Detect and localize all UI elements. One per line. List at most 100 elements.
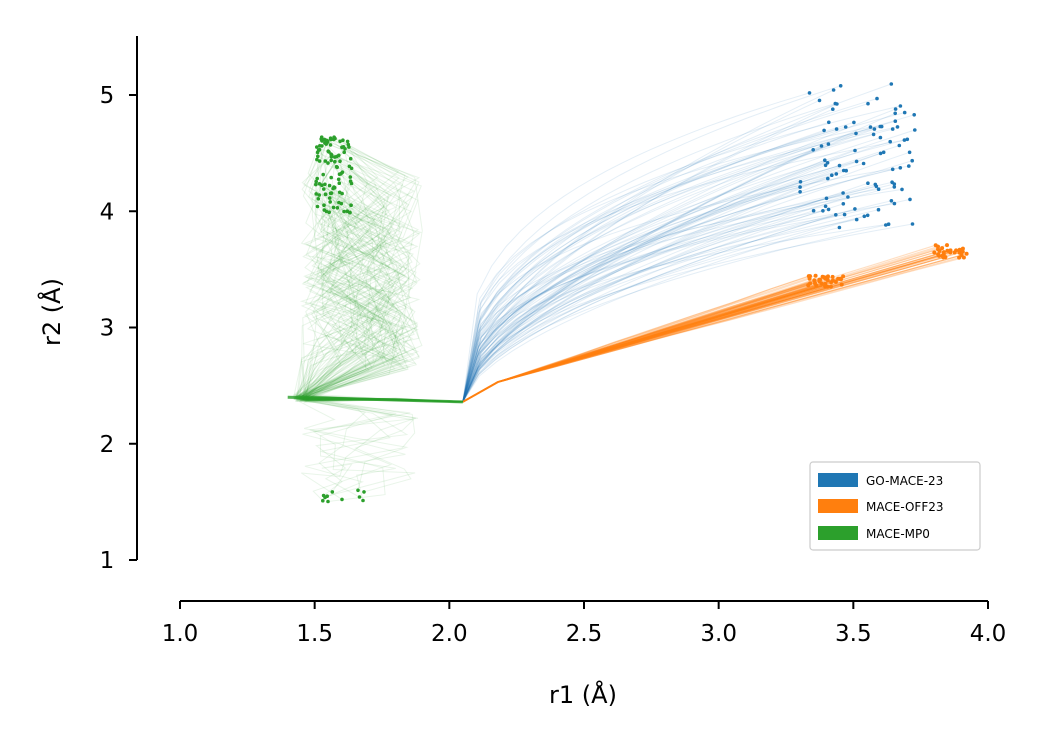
endpoint-mace-mp0 — [329, 137, 333, 142]
endpoint-mace-mp0 — [316, 197, 321, 201]
endpoint-mace-off23 — [825, 284, 830, 289]
endpoint-mace-mp0 — [341, 138, 345, 142]
endpoint-go-mace-23 — [874, 184, 879, 189]
endpoint-mace-mp0 — [314, 179, 319, 184]
trajectory-go-mace-23 — [462, 99, 820, 403]
endpoint-mace-mp0 — [348, 179, 353, 183]
trajectory-go-mace-23 — [462, 210, 814, 403]
endpoint-mace-mp0 — [327, 183, 332, 188]
trajectory-go-mace-23 — [462, 103, 836, 402]
endpoint-go-mace-23 — [831, 88, 836, 92]
trajectory-go-mace-23 — [462, 165, 840, 403]
endpoint-mace-mp0 — [318, 144, 322, 148]
endpoint-go-mace-23 — [893, 119, 898, 123]
trajectory-go-mace-23 — [462, 105, 901, 402]
trajectory-go-mace-23 — [462, 103, 869, 403]
endpoint-go-mace-23 — [827, 120, 831, 125]
endpoint-mace-off23 — [960, 249, 965, 254]
endpoint-mace-mp0 — [323, 159, 328, 163]
trajectory-go-mace-23 — [462, 126, 898, 402]
endpoint-mace-off23 — [959, 253, 964, 258]
endpoint-go-mace-23 — [878, 124, 882, 129]
endpoint-mace-mp0 — [357, 495, 362, 499]
endpoint-mace-mp0 — [315, 157, 319, 162]
trajectory-go-mace-23 — [462, 128, 875, 403]
y-tick-label: 2 — [100, 432, 115, 458]
y-tick-label: 5 — [100, 83, 115, 109]
endpoint-go-mace-23 — [905, 137, 910, 142]
trajectory-go-mace-23 — [462, 188, 879, 403]
endpoint-go-mace-23 — [811, 208, 816, 213]
endpoint-go-mace-23 — [853, 207, 857, 211]
endpoint-go-mace-23 — [866, 181, 870, 185]
legend-label-go-mace-23: GO-MACE-23 — [866, 474, 943, 488]
trajectory-go-mace-23 — [462, 138, 908, 403]
endpoint-go-mace-23 — [897, 143, 902, 148]
trajectory-go-mace-23 — [462, 183, 895, 403]
endpoint-mace-mp0 — [338, 159, 342, 163]
trajectory-go-mace-23 — [462, 98, 878, 403]
trajectory-go-mace-23 — [462, 160, 913, 403]
endpoint-go-mace-23 — [826, 142, 831, 146]
endpoint-mace-mp0 — [317, 147, 322, 152]
legend-swatch-go-mace-23 — [818, 473, 858, 487]
endpoint-mace-mp0 — [334, 154, 339, 159]
trajectory-go-mace-23 — [462, 143, 829, 403]
endpoint-go-mace-23 — [834, 213, 838, 217]
trajectory-go-mace-23 — [462, 178, 828, 403]
endpoint-go-mace-23 — [898, 104, 903, 108]
trajectory-go-mace-23 — [462, 223, 889, 403]
endpoint-go-mace-23 — [907, 164, 911, 168]
endpoint-mace-mp0 — [326, 499, 330, 504]
axes: 1.0 1.5 2.0 2.5 3.0 3.5 4.0 1 2 3 4 5 — [100, 36, 1006, 647]
trajectory-go-mace-23 — [462, 162, 828, 403]
endpoint-go-mace-23 — [854, 217, 859, 222]
endpoint-mace-mp0 — [333, 159, 337, 164]
endpoint-mace-mp0 — [322, 187, 326, 191]
endpoint-mace-mp0 — [321, 172, 326, 177]
endpoint-go-mace-23 — [837, 163, 842, 168]
trajectory-go-mace-23 — [462, 170, 847, 403]
endpoint-go-mace-23 — [866, 101, 870, 106]
endpoint-go-mace-23 — [826, 176, 830, 181]
trajectory-go-mace-23 — [462, 163, 864, 403]
endpoint-mace-mp0 — [335, 206, 340, 210]
endpoint-mace-mp0 — [320, 183, 324, 187]
trajectory-go-mace-23 — [462, 120, 896, 403]
endpoint-go-mace-23 — [821, 209, 825, 213]
trajectory-go-mace-23 — [462, 167, 901, 403]
endpoint-go-mace-23 — [853, 148, 857, 153]
endpoint-go-mace-23 — [825, 161, 830, 165]
trajectory-go-mace-23 — [462, 168, 893, 403]
trajectory-go-mace-23 — [462, 223, 913, 403]
endpoint-mace-mp0 — [323, 192, 328, 196]
trajectory-go-mace-23 — [462, 215, 865, 403]
endpoint-mace-mp0 — [342, 209, 346, 214]
trajectory-mace-mp0 — [305, 155, 463, 403]
endpoint-mace-mp0 — [340, 191, 344, 196]
endpoint-mace-mp0 — [324, 142, 329, 146]
x-axis-label: r1 (Å) — [549, 680, 617, 709]
endpoint-mace-mp0 — [361, 498, 365, 503]
trajectory-go-mace-23 — [462, 128, 837, 403]
trajectory-go-mace-23 — [462, 151, 910, 403]
endpoint-go-mace-23 — [834, 127, 839, 131]
trajectory-go-mace-23 — [462, 121, 829, 402]
plot-area — [287, 82, 969, 504]
endpoint-go-mace-23 — [868, 125, 873, 129]
trajectory-go-mace-23 — [462, 214, 836, 403]
trajectory-go-mace-23 — [462, 174, 832, 403]
trajectory-go-mace-23 — [462, 181, 801, 403]
trajectory-go-mace-23 — [462, 205, 826, 403]
endpoint-mace-mp0 — [315, 176, 320, 181]
endpoint-mace-mp0 — [345, 139, 350, 144]
endpoint-mace-off23 — [808, 274, 812, 279]
endpoint-mace-mp0 — [325, 138, 330, 143]
endpoint-go-mace-23 — [872, 127, 877, 131]
y-tick-label: 3 — [100, 316, 115, 342]
trajectory-go-mace-23 — [462, 192, 844, 403]
endpoint-mace-mp0 — [336, 177, 341, 182]
trajectory-go-mace-23 — [462, 186, 895, 403]
endpoint-go-mace-23 — [876, 207, 881, 212]
